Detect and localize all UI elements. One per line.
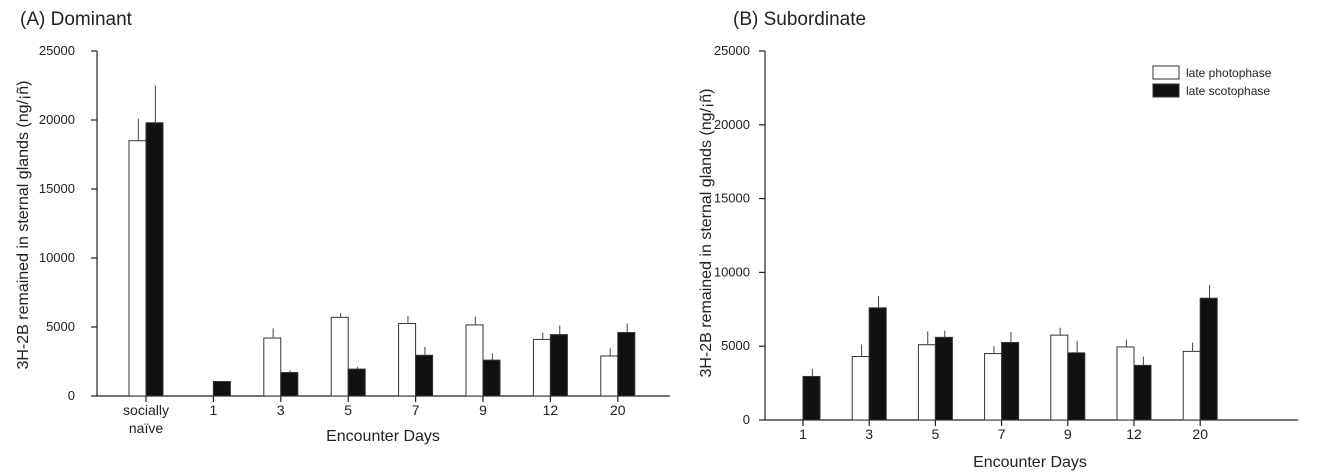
panel-a-dominant: (A) Dominant 3H-2B remained in sternal g… <box>15 9 670 445</box>
y-tick-label: 25000 <box>39 43 75 58</box>
bar-photophase <box>600 355 619 397</box>
bar-scotophase <box>482 359 501 397</box>
x-tick-label: 12 <box>543 402 559 418</box>
bar-photophase <box>1116 346 1135 421</box>
x-tick-label: 3 <box>277 402 285 418</box>
bar-scotophase <box>1001 342 1020 421</box>
legend-swatch <box>1152 83 1180 98</box>
x-tick-label: 5 <box>344 402 352 418</box>
x-tick-label: 20 <box>610 402 626 418</box>
panel-b-subordinate: (B) Subordinate 3H-2B remained in sterna… <box>698 9 1298 471</box>
y-tick-label: 10000 <box>714 264 750 279</box>
bar-scotophase <box>212 381 231 397</box>
x-tick-label: naïve <box>129 420 163 436</box>
bar-scotophase <box>415 354 434 397</box>
x-tick-label: 7 <box>998 426 1006 442</box>
y-tick-label: 20000 <box>39 112 75 127</box>
panel-b-y-axis-title: 3H-2B remained in sternal glands (ng/¡ñ) <box>698 88 715 377</box>
y-tick-label: 15000 <box>39 181 75 196</box>
y-tick-label: 5000 <box>721 338 750 353</box>
bar-photophase <box>330 316 349 397</box>
y-tick-label: 15000 <box>714 191 750 206</box>
y-tick-label: 0 <box>68 388 75 403</box>
panel-b-title: (B) Subordinate <box>733 9 866 30</box>
x-tick-label: 3 <box>865 426 873 442</box>
bar-photophase <box>263 337 282 397</box>
y-tick-label: 5000 <box>46 319 75 334</box>
bar-scotophase <box>1067 352 1086 421</box>
bar-photophase <box>532 338 551 397</box>
bar-photophase <box>851 356 870 421</box>
bar-photophase <box>398 323 417 397</box>
y-tick-label: 20000 <box>714 117 750 132</box>
y-tick-label: 25000 <box>714 43 750 58</box>
x-tick-label: 5 <box>932 426 940 442</box>
bar-scotophase <box>1133 364 1152 421</box>
bar-scotophase <box>280 372 299 397</box>
legend-label: late photophase <box>1186 66 1272 80</box>
x-tick-label: socially <box>123 402 169 418</box>
x-tick-label: 7 <box>412 402 420 418</box>
legend-label: late scotophase <box>1186 84 1270 98</box>
legend-swatch <box>1152 65 1180 80</box>
panel-a-x-axis-title: Encounter Days <box>326 428 440 445</box>
panel-b-x-axis-title: Encounter Days <box>973 454 1087 471</box>
panel-a-y-axis-title: 3H-2B remained in sternal glands (ng/¡ñ) <box>15 80 32 369</box>
bar-scotophase <box>868 307 887 421</box>
bar-photophase <box>1050 334 1069 421</box>
bar-scotophase <box>347 368 366 397</box>
bar-scotophase <box>617 332 636 397</box>
bar-scotophase <box>1199 297 1218 421</box>
y-tick-label: 0 <box>743 412 750 427</box>
bar-photophase <box>128 140 147 397</box>
y-tick-label: 10000 <box>39 250 75 265</box>
bar-photophase <box>465 324 484 397</box>
bar-scotophase <box>802 375 821 421</box>
bar-photophase <box>984 353 1003 421</box>
bar-scotophase <box>934 336 953 421</box>
x-tick-label: 20 <box>1192 426 1208 442</box>
x-tick-label: 1 <box>210 402 218 418</box>
x-tick-label: 9 <box>1064 426 1072 442</box>
panel-a-title: (A) Dominant <box>20 9 133 30</box>
bar-scotophase <box>549 334 568 397</box>
bar-photophase <box>917 344 936 421</box>
x-tick-label: 12 <box>1126 426 1142 442</box>
bar-photophase <box>1182 350 1201 421</box>
x-tick-label: 9 <box>479 402 487 418</box>
x-tick-label: 1 <box>799 426 807 442</box>
bar-scotophase <box>145 122 164 397</box>
